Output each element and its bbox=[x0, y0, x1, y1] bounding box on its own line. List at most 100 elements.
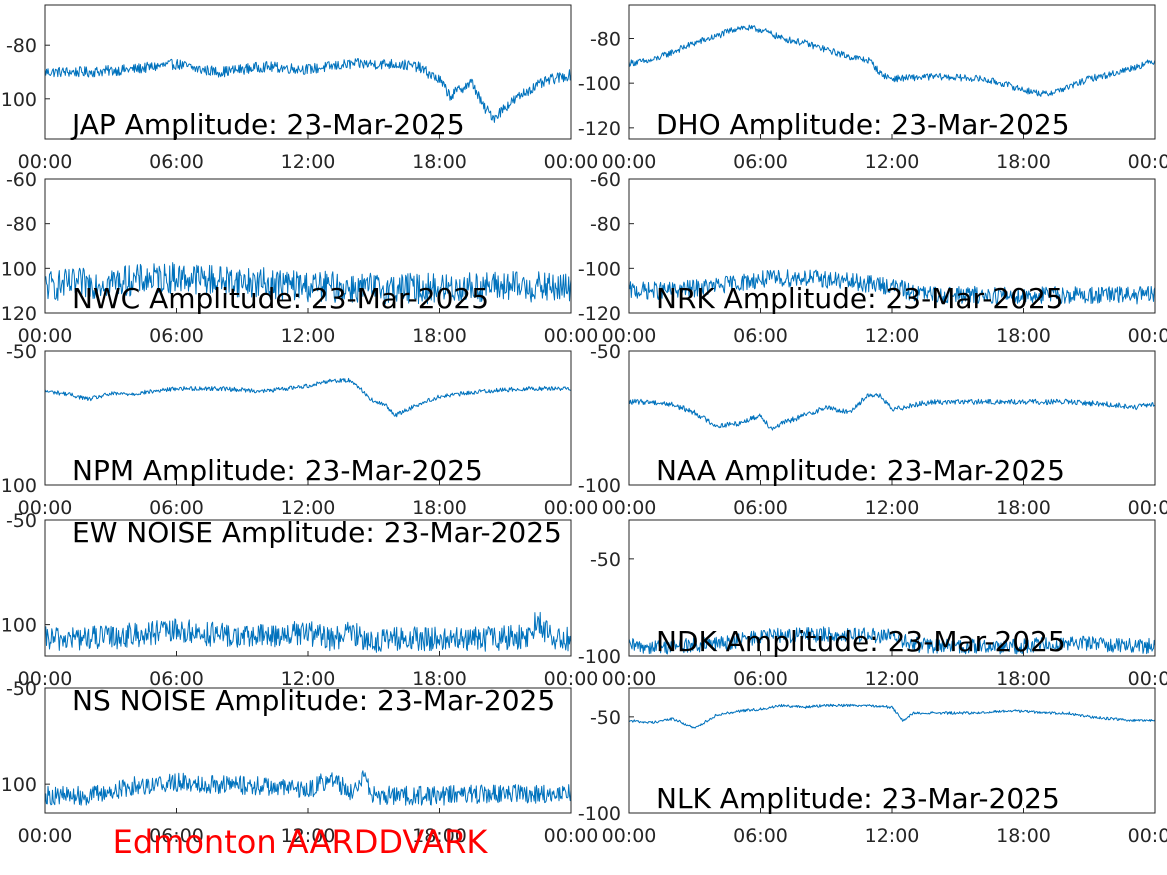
x-tick-label: 00:00 bbox=[18, 497, 73, 519]
x-tick-label: 18:00 bbox=[996, 151, 1051, 173]
x-tick-label: 06:00 bbox=[733, 325, 788, 347]
x-tick-label: 06:00 bbox=[733, 151, 788, 173]
series-line bbox=[629, 269, 1155, 305]
x-tick-label: 00:00 bbox=[544, 668, 599, 690]
x-tick-label: 00:00 bbox=[18, 668, 73, 690]
series-line bbox=[45, 58, 571, 123]
panel-1: 00:00 06:00 12:00 18:00 00:00 -80 -100 -120 DHO … bbox=[578, 4, 1167, 173]
y-tick-label: -50 bbox=[6, 678, 37, 700]
x-tick-label: 18:00 bbox=[996, 497, 1051, 519]
x-tick-label: 12:00 bbox=[281, 668, 336, 690]
x-tick-label: 06:00 bbox=[149, 325, 204, 347]
x-tick-label: 00:00 bbox=[18, 325, 73, 347]
y-tick-label: -80 bbox=[590, 214, 621, 236]
panel-4: 00:00 06:00 12:00 18:00 00:00 -50 -100 NPM Ampl… bbox=[0, 341, 598, 519]
x-tick-label: 00:00 bbox=[18, 825, 73, 847]
x-tick-label: 12:00 bbox=[865, 668, 920, 690]
panel-6: 00:00 06:00 12:00 18:00 00:00 -50 -100 EW NOISE… bbox=[0, 510, 598, 690]
x-tick-label: 12:00 bbox=[281, 497, 336, 519]
panel-9: 00:00 06:00 12:00 18:00 00:00 -50 -100 NLK Ampl… bbox=[578, 687, 1167, 847]
x-tick-label: 12:00 bbox=[865, 151, 920, 173]
panel-2: 00:00 06:00 12:00 18:00 00:00 -60 -80 -100 -120 N… bbox=[0, 169, 598, 347]
x-tick-label: 00:00 bbox=[1128, 497, 1167, 519]
x-tick-label: 18:00 bbox=[996, 325, 1051, 347]
x-tick-label: 00:00 bbox=[1128, 825, 1167, 847]
y-tick-label: -60 bbox=[6, 169, 37, 191]
panels: 00:00 06:00 12:00 18:00 00:00 -80 -100 JAP Ampl… bbox=[0, 4, 1167, 847]
series-line bbox=[45, 377, 571, 418]
series-line bbox=[45, 611, 571, 653]
y-tick-label: -80 bbox=[6, 35, 37, 57]
x-tick-label: 00:00 bbox=[602, 151, 657, 173]
y-tick-label: -100 bbox=[578, 73, 621, 95]
x-tick-label: 00:00 bbox=[1128, 151, 1167, 173]
series-line bbox=[629, 703, 1155, 729]
y-tick-label: -100 bbox=[578, 646, 621, 668]
y-tick-label: -100 bbox=[578, 475, 621, 497]
x-tick-label: 06:00 bbox=[149, 497, 204, 519]
y-tick-label: -100 bbox=[578, 803, 621, 825]
y-tick-label: -50 bbox=[590, 341, 621, 363]
x-tick-label: 00:00 bbox=[602, 497, 657, 519]
y-tick-label: -80 bbox=[590, 29, 621, 51]
series-line bbox=[629, 393, 1155, 431]
x-tick-label: 12:00 bbox=[865, 497, 920, 519]
x-tick-label: 18:00 bbox=[412, 325, 467, 347]
x-tick-label: 12:00 bbox=[281, 151, 336, 173]
x-tick-label: 06:00 bbox=[733, 497, 788, 519]
x-tick-label: 12:00 bbox=[281, 825, 336, 847]
y-tick-label: -100 bbox=[0, 258, 37, 280]
panel-title: NPM Amplitude: 23-Mar-2025 bbox=[72, 454, 483, 487]
panel-7: 00:00 06:00 12:00 18:00 00:00 -50 -100 NDK Ampl… bbox=[578, 519, 1167, 690]
panel-title: NAA Amplitude: 23-Mar-2025 bbox=[656, 454, 1065, 487]
panel-title: DHO Amplitude: 23-Mar-2025 bbox=[656, 108, 1070, 141]
panel-title: NLK Amplitude: 23-Mar-2025 bbox=[656, 782, 1060, 815]
x-tick-label: 12:00 bbox=[865, 825, 920, 847]
x-tick-label: 00:00 bbox=[544, 325, 599, 347]
panel-0: 00:00 06:00 12:00 18:00 00:00 -80 -100 JAP Ampl… bbox=[0, 4, 599, 173]
y-tick-label: -60 bbox=[590, 169, 621, 191]
x-tick-label: 00:00 bbox=[602, 668, 657, 690]
y-tick-label: -50 bbox=[6, 510, 37, 532]
x-tick-label: 18:00 bbox=[412, 668, 467, 690]
y-tick-label: -120 bbox=[578, 303, 621, 325]
panel-title: NDK Amplitude: 23-Mar-2025 bbox=[656, 625, 1066, 658]
x-tick-label: 00:00 bbox=[544, 497, 599, 519]
x-tick-label: 00:00 bbox=[602, 325, 657, 347]
y-tick-label: -50 bbox=[590, 549, 621, 571]
panel-title: NWC Amplitude: 23-Mar-2025 bbox=[72, 282, 489, 315]
y-tick-label: -50 bbox=[590, 707, 621, 729]
x-tick-label: 12:00 bbox=[865, 325, 920, 347]
y-tick-label: -100 bbox=[0, 774, 37, 796]
x-tick-label: 00:00 bbox=[1128, 325, 1167, 347]
x-tick-label: 00:00 bbox=[602, 825, 657, 847]
series-line bbox=[45, 262, 571, 305]
y-tick-label: -100 bbox=[0, 615, 37, 637]
panel-5: 00:00 06:00 12:00 18:00 00:00 -50 -100 NAA Ampl… bbox=[578, 341, 1167, 519]
x-tick-label: 18:00 bbox=[412, 497, 467, 519]
footer-title: Edmonton AARDDVARK bbox=[113, 823, 489, 861]
series-line bbox=[45, 770, 571, 806]
panel-3: 00:00 06:00 12:00 18:00 00:00 -60 -80 -100 -120 N… bbox=[578, 169, 1167, 347]
x-tick-label: 18:00 bbox=[412, 151, 467, 173]
series-line bbox=[629, 24, 1155, 97]
series-line bbox=[629, 626, 1155, 655]
panel-title: NRK Amplitude: 23-Mar-2025 bbox=[656, 282, 1064, 315]
x-tick-label: 06:00 bbox=[149, 151, 204, 173]
x-tick-label: 18:00 bbox=[996, 825, 1051, 847]
y-tick-label: -100 bbox=[0, 89, 37, 111]
panel-title: NS NOISE Amplitude: 23-Mar-2025 bbox=[72, 684, 555, 717]
panel-title: JAP Amplitude: 23-Mar-2025 bbox=[70, 108, 465, 141]
x-tick-label: 00:00 bbox=[1128, 668, 1167, 690]
x-tick-label: 00:00 bbox=[18, 151, 73, 173]
x-tick-label: 00:00 bbox=[544, 825, 599, 847]
y-tick-label: -120 bbox=[0, 303, 37, 325]
x-tick-label: 06:00 bbox=[733, 825, 788, 847]
panel-8: 00:00 06:00 12:00 18:00 00:00 -50 -100 NS NOISE… bbox=[0, 678, 598, 847]
x-tick-label: 00:00 bbox=[544, 151, 599, 173]
x-tick-label: 18:00 bbox=[412, 825, 467, 847]
x-tick-label: 18:00 bbox=[996, 668, 1051, 690]
x-tick-label: 06:00 bbox=[149, 668, 204, 690]
y-tick-label: -80 bbox=[6, 214, 37, 236]
